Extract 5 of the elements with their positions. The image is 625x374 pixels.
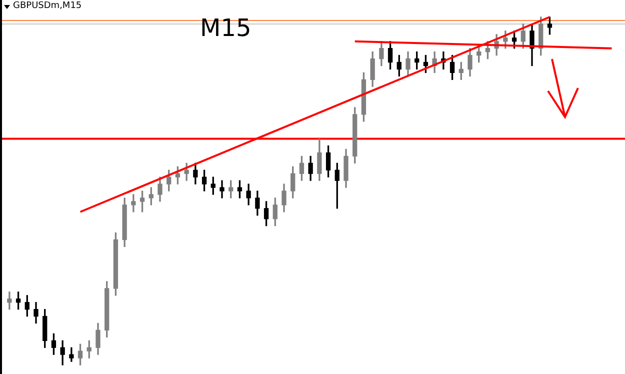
candlestick <box>7 292 12 310</box>
annotation: M15 <box>200 14 252 42</box>
candlestick <box>131 194 136 212</box>
chart-title: GBPUSDm,M15 <box>13 1 82 11</box>
candlestick <box>220 180 224 198</box>
